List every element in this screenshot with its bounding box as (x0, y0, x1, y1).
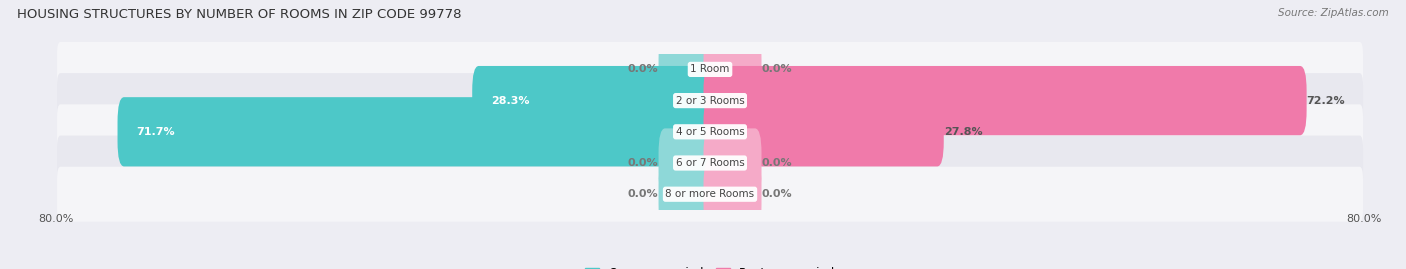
FancyBboxPatch shape (58, 104, 1362, 159)
Text: 0.0%: 0.0% (628, 158, 658, 168)
Text: 71.7%: 71.7% (136, 127, 174, 137)
FancyBboxPatch shape (58, 42, 1362, 97)
FancyBboxPatch shape (658, 160, 717, 229)
Text: 0.0%: 0.0% (762, 64, 792, 75)
Text: 8 or more Rooms: 8 or more Rooms (665, 189, 755, 199)
FancyBboxPatch shape (472, 66, 717, 135)
FancyBboxPatch shape (58, 136, 1362, 190)
Text: HOUSING STRUCTURES BY NUMBER OF ROOMS IN ZIP CODE 99778: HOUSING STRUCTURES BY NUMBER OF ROOMS IN… (17, 8, 461, 21)
Text: 4 or 5 Rooms: 4 or 5 Rooms (676, 127, 744, 137)
Text: 0.0%: 0.0% (762, 158, 792, 168)
FancyBboxPatch shape (118, 97, 717, 167)
Text: 0.0%: 0.0% (628, 64, 658, 75)
Text: 72.2%: 72.2% (1306, 95, 1346, 106)
Legend: Owner-occupied, Renter-occupied: Owner-occupied, Renter-occupied (579, 263, 841, 269)
FancyBboxPatch shape (703, 66, 1306, 135)
Text: 0.0%: 0.0% (762, 189, 792, 199)
FancyBboxPatch shape (703, 128, 762, 198)
FancyBboxPatch shape (703, 35, 762, 104)
Text: 1 Room: 1 Room (690, 64, 730, 75)
FancyBboxPatch shape (703, 97, 943, 167)
Text: 0.0%: 0.0% (628, 189, 658, 199)
Text: 27.8%: 27.8% (943, 127, 983, 137)
FancyBboxPatch shape (703, 160, 762, 229)
Text: 28.3%: 28.3% (491, 95, 530, 106)
Text: 2 or 3 Rooms: 2 or 3 Rooms (676, 95, 744, 106)
FancyBboxPatch shape (658, 35, 717, 104)
FancyBboxPatch shape (658, 128, 717, 198)
FancyBboxPatch shape (58, 167, 1362, 222)
Text: Source: ZipAtlas.com: Source: ZipAtlas.com (1278, 8, 1389, 18)
Text: 6 or 7 Rooms: 6 or 7 Rooms (676, 158, 744, 168)
FancyBboxPatch shape (58, 73, 1362, 128)
